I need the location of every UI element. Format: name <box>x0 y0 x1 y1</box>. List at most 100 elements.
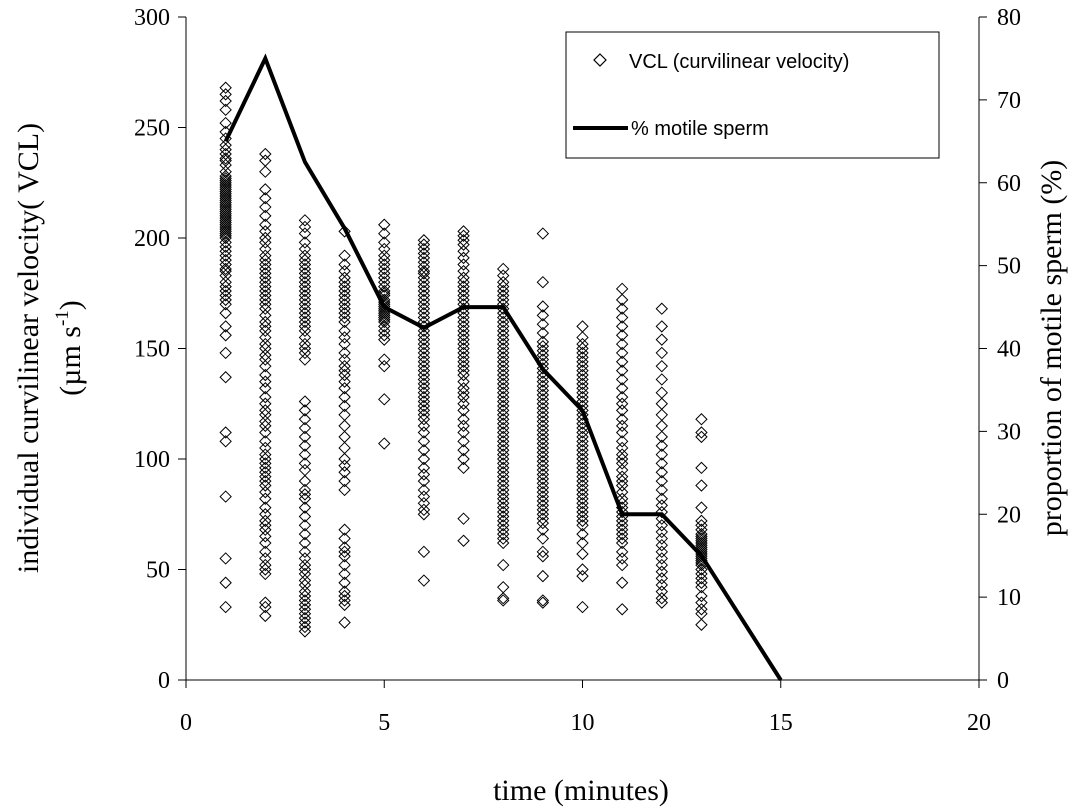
scatter-point <box>259 147 272 161</box>
scatter-point <box>536 508 550 521</box>
scatter-point <box>259 309 272 322</box>
scatter-point <box>457 368 470 382</box>
scatter-point <box>417 426 431 439</box>
scatter-point <box>219 227 232 240</box>
scatter-point <box>298 267 312 280</box>
scatter-point <box>417 280 431 293</box>
scatter-point <box>338 558 351 572</box>
scatter-point <box>496 483 510 497</box>
scatter-point <box>655 302 669 315</box>
x-tick-label: 5 <box>378 710 390 736</box>
scatter-point <box>536 344 550 357</box>
scatter-point <box>219 116 232 130</box>
scatter-point <box>615 355 629 368</box>
scatter-point <box>536 406 550 419</box>
scatter-point <box>417 483 431 497</box>
scatter-point <box>338 225 351 238</box>
scatter-point <box>219 81 232 94</box>
scatter-point <box>496 421 510 435</box>
y-axis-unit-suffix: ) <box>54 300 87 310</box>
scatter-point <box>695 572 708 585</box>
scatter-point <box>219 576 232 589</box>
scatter-point <box>655 320 669 333</box>
scatter-point <box>615 545 629 559</box>
scatter-point <box>496 262 510 276</box>
scatter-point <box>338 346 351 360</box>
scatter-point <box>259 457 272 470</box>
scatter-point <box>457 346 470 360</box>
scatter-point <box>536 410 550 424</box>
scatter-point <box>576 320 589 333</box>
scatter-point <box>457 280 470 293</box>
scatter-point <box>695 596 708 609</box>
scatter-point <box>655 483 669 497</box>
scatter-point <box>338 399 351 413</box>
scatter-point <box>576 527 589 541</box>
scatter-point <box>615 463 629 477</box>
scatter-point <box>298 598 312 612</box>
scatter-point <box>259 523 272 536</box>
scatter-point <box>615 373 629 386</box>
scatter-point <box>259 324 272 338</box>
scatter-point <box>576 390 589 404</box>
scatter-point <box>457 382 470 395</box>
scatter-point <box>338 430 351 444</box>
scatter-point <box>417 355 431 368</box>
scatter-point <box>259 519 272 532</box>
legend: VCL (curvilinear velocity) % motile sper… <box>565 31 940 159</box>
y2-tick-label: 70 <box>997 88 1021 114</box>
scatter-point <box>496 413 510 426</box>
scatter-point <box>338 550 351 563</box>
scatter-point <box>219 240 232 254</box>
scatter-point <box>298 253 312 267</box>
scatter-point <box>615 311 629 324</box>
x-axis-label: time (minutes) <box>493 774 669 807</box>
scatter-point <box>496 448 510 461</box>
scatter-point <box>615 448 629 461</box>
scatter-point <box>298 421 312 435</box>
scatter-point <box>457 238 470 251</box>
scatter-point <box>219 222 232 236</box>
scatter-point <box>219 152 232 165</box>
scatter-point <box>298 589 312 603</box>
scatter-point <box>338 441 351 455</box>
scatter-point <box>298 324 312 338</box>
scatter-point <box>338 271 351 284</box>
scatter-point <box>338 616 351 629</box>
scatter-point <box>298 457 312 470</box>
y2-tick-label: 40 <box>997 337 1021 363</box>
scatter-point <box>457 355 470 368</box>
scatter-point <box>655 457 669 470</box>
scatter-point <box>576 452 589 466</box>
scatter-point <box>219 552 232 565</box>
scatter-point <box>457 342 470 355</box>
scatter-point <box>576 337 589 351</box>
scatter-point <box>695 461 708 475</box>
scatter-point <box>496 280 510 293</box>
scatter-point <box>496 514 510 528</box>
scatter-point <box>298 585 312 598</box>
scatter-point <box>417 461 431 475</box>
scatter-point <box>655 552 669 565</box>
scatter-point <box>615 485 629 499</box>
scatter-point <box>536 532 550 545</box>
scatter-point <box>219 245 232 258</box>
scatter-point <box>219 158 232 172</box>
scatter-point <box>338 585 351 598</box>
scatter-point <box>536 569 550 583</box>
scatter-point <box>457 245 470 258</box>
scatter-point <box>615 576 629 589</box>
scatter-point <box>417 508 431 521</box>
scatter-point <box>378 262 391 276</box>
scatter-point <box>259 501 272 514</box>
scatter-point <box>655 578 669 592</box>
scatter-point <box>219 320 232 333</box>
scatter-point <box>457 258 470 271</box>
scatter-point <box>536 437 550 450</box>
scatter-point <box>259 382 272 395</box>
scatter-point <box>576 331 589 344</box>
scatter-point <box>259 545 272 559</box>
scatter-point <box>695 501 708 514</box>
scatter-point <box>576 377 589 391</box>
scatter-point <box>695 603 708 616</box>
